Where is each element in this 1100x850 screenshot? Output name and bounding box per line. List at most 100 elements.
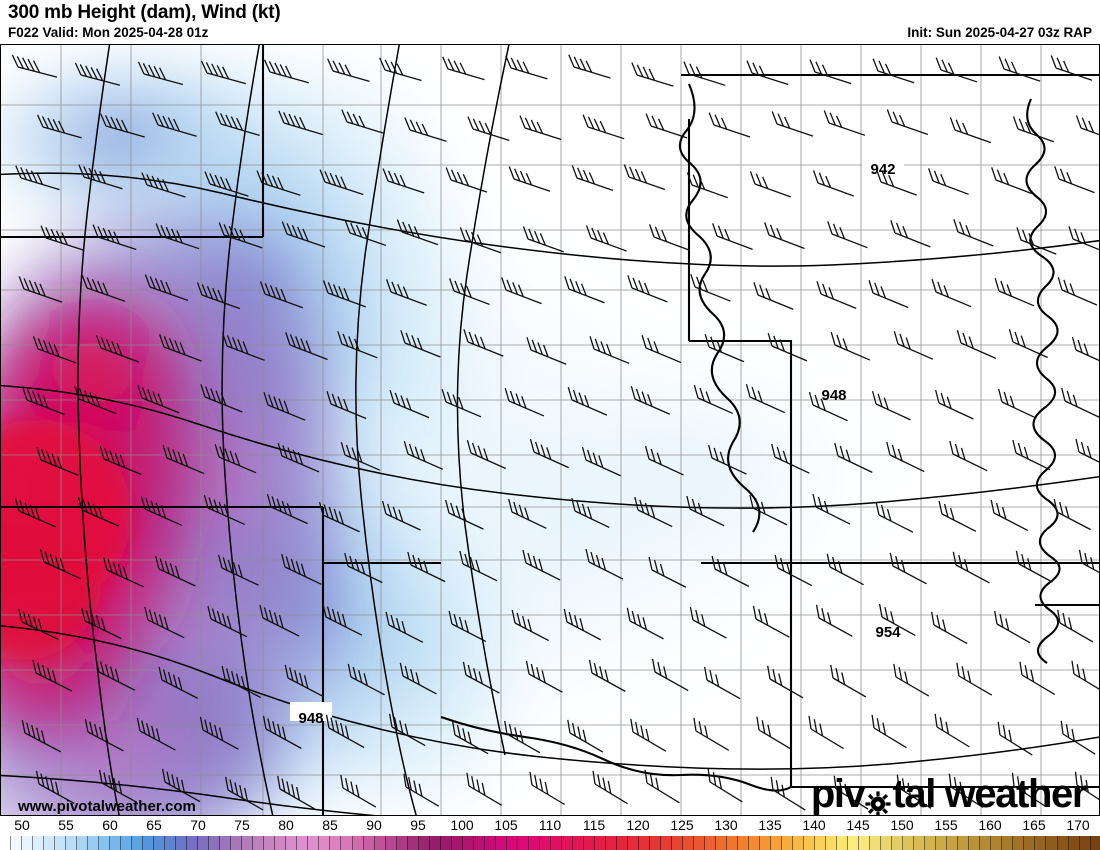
- colorbar-tick-label: 65: [146, 817, 162, 833]
- colorbar-cell: [815, 836, 827, 850]
- colorbar-tick-label: 135: [758, 817, 782, 833]
- contour-label: 942: [862, 153, 904, 178]
- gear-sun-icon: [865, 782, 892, 817]
- contour-labels: 942 948 954 948: [290, 153, 909, 727]
- colorbar-cell: [826, 836, 838, 850]
- colorbar-cell: [44, 836, 56, 850]
- site-url-watermark: www.pivotalweather.com: [18, 798, 196, 815]
- colorbar-cell: [1079, 836, 1091, 850]
- colorbar: 50 55 60 65 70 75 80 85 90 95 100 105 110 115 120 125 13…: [0, 816, 1100, 850]
- colorbar-cell: [220, 836, 232, 850]
- colorbar-tick-label: 120: [626, 817, 650, 833]
- colorbar-cell: [1046, 836, 1058, 850]
- county-borders: [1, 45, 1099, 815]
- colorbar-ticks: 50 55 60 65 70 75 80 85 90 95 100 105 110 115 120 125 13…: [0, 816, 1100, 835]
- colorbar-tick-label: 145: [846, 817, 870, 833]
- colorbar-cell: [616, 836, 628, 850]
- colorbar-cell: [870, 836, 882, 850]
- colorbar-tick-label: 160: [978, 817, 1002, 833]
- colorbar-tick-label: 95: [410, 817, 426, 833]
- colorbar-cell: [1002, 836, 1014, 850]
- colorbar-cell: [1013, 836, 1025, 850]
- colorbar-cell: [308, 836, 320, 850]
- colorbar-cell: [77, 836, 89, 850]
- page-title: 300 mb Height (dam), Wind (kt): [8, 2, 281, 23]
- height-contours: [1, 45, 1099, 815]
- logo-text-after: tal weather: [892, 772, 1087, 816]
- colorbar-cell: [187, 836, 199, 850]
- colorbar-cell: [484, 836, 496, 850]
- colorbar-cell: [198, 836, 210, 850]
- colorbar-cell: [506, 836, 518, 850]
- map-canvas[interactable]: 942 948 954 948: [0, 44, 1100, 816]
- map-svg: 942 948 954 948: [1, 45, 1099, 815]
- colorbar-cell: [671, 836, 683, 850]
- colorbar-cell: [99, 836, 111, 850]
- colorbar-cell: [727, 836, 739, 850]
- colorbar-cell: [1024, 836, 1036, 850]
- colorbar-cell: [925, 836, 937, 850]
- colorbar-cell: [991, 836, 1003, 850]
- colorbar-cell: [693, 836, 705, 850]
- colorbar-gradient: [0, 836, 1100, 850]
- colorbar-cell: [264, 836, 276, 850]
- colorbar-cell: [947, 836, 959, 850]
- colorbar-tick-label: 75: [234, 817, 250, 833]
- colorbar-cell: [539, 836, 551, 850]
- colorbar-cell: [396, 836, 408, 850]
- colorbar-cell: [253, 836, 265, 850]
- colorbar-cell: [11, 836, 23, 850]
- colorbar-cell: [242, 836, 254, 850]
- valid-time-label: F022 Valid: Mon 2025-04-28 01z: [8, 25, 209, 40]
- colorbar-tick-label: 60: [102, 817, 118, 833]
- colorbar-tick-label: 170: [1066, 817, 1090, 833]
- colorbar-cell: [451, 836, 463, 850]
- colorbar-tick-label: 150: [890, 817, 914, 833]
- colorbar-cell: [132, 836, 144, 850]
- colorbar-cell: [286, 836, 298, 850]
- colorbar-cell: [176, 836, 188, 850]
- colorbar-cell: [782, 836, 794, 850]
- colorbar-cell: [705, 836, 717, 850]
- colorbar-cell: [352, 836, 364, 850]
- colorbar-cell: [55, 836, 67, 850]
- colorbar-cell: [528, 836, 540, 850]
- colorbar-cell: [682, 836, 694, 850]
- contour-label: 948: [813, 379, 855, 404]
- colorbar-cell: [1068, 836, 1080, 850]
- colorbar-cell: [374, 836, 386, 850]
- colorbar-cell: [1090, 836, 1100, 850]
- colorbar-cell: [627, 836, 639, 850]
- colorbar-tick-label: 70: [190, 817, 206, 833]
- colorbar-cell: [473, 836, 485, 850]
- colorbar-cell: [385, 836, 397, 850]
- colorbar-cell: [495, 836, 507, 850]
- colorbar-cell: [605, 836, 617, 850]
- colorbar-cell: [297, 836, 309, 850]
- colorbar-cell: [716, 836, 728, 850]
- colorbar-cell: [66, 836, 78, 850]
- colorbar-cell: [154, 836, 166, 850]
- colorbar-tick-label: 85: [322, 817, 338, 833]
- colorbar-tick-label: 55: [58, 817, 74, 833]
- colorbar-cell: [363, 836, 375, 850]
- colorbar-tick-label: 125: [670, 817, 694, 833]
- colorbar-cell: [649, 836, 661, 850]
- contour-label: 954: [867, 616, 909, 641]
- colorbar-cell: [440, 836, 452, 850]
- colorbar-cell: [550, 836, 562, 850]
- colorbar-tick-label: 155: [934, 817, 958, 833]
- logo-text-before: piv: [810, 772, 866, 816]
- colorbar-cell: [958, 836, 970, 850]
- colorbar-cell: [903, 836, 915, 850]
- colorbar-tick-label: 90: [366, 817, 382, 833]
- colorbar-cell: [561, 836, 573, 850]
- colorbar-cell: [660, 836, 672, 850]
- colorbar-cell: [165, 836, 177, 850]
- colorbar-tick-label: 130: [714, 817, 738, 833]
- colorbar-cell: [980, 836, 992, 850]
- colorbar-cell: [0, 836, 12, 850]
- colorbar-cell: [231, 836, 243, 850]
- colorbar-cell: [892, 836, 904, 850]
- colorbar-cell: [330, 836, 342, 850]
